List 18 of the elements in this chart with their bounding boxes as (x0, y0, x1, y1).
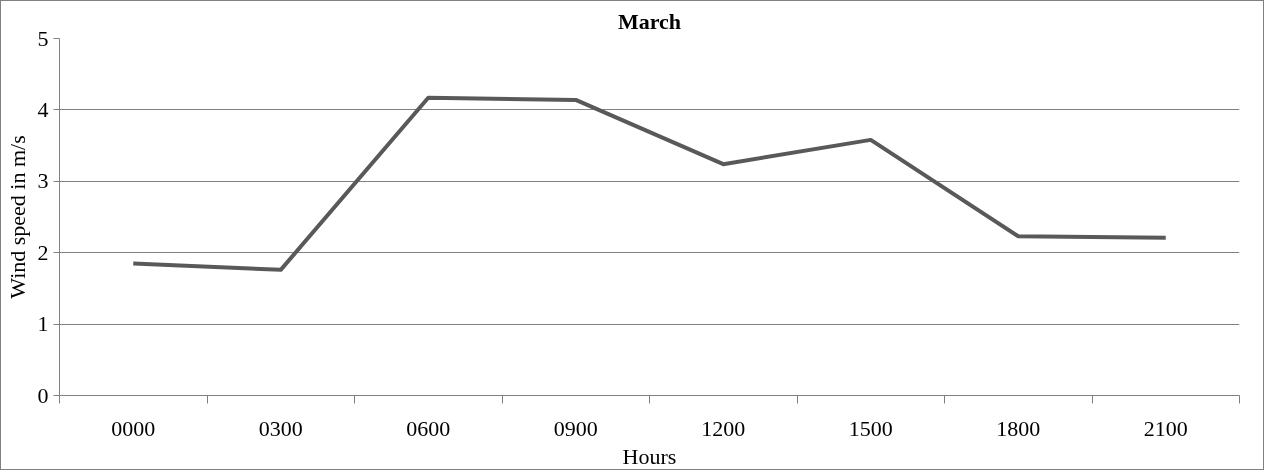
x-tick-label: 2100 (1143, 415, 1188, 441)
y-tick-label: 2 (37, 239, 49, 265)
y-tick-label: 5 (37, 25, 49, 51)
x-tick-label: 0900 (553, 415, 598, 441)
y-tick-label: 0 (37, 382, 49, 408)
y-tick-label: 4 (37, 96, 49, 122)
x-tick-label: 0600 (406, 415, 451, 441)
x-tick-label: 0300 (258, 415, 303, 441)
chart-title: March (617, 8, 682, 34)
x-tick-label: 1800 (996, 415, 1041, 441)
x-tick-label: 1500 (848, 415, 893, 441)
y-tick-label: 1 (37, 311, 49, 337)
y-axis-title: Wind speed in m/s (4, 135, 30, 299)
line-series (131, 95, 1168, 272)
x-tick-label: 1200 (701, 415, 746, 441)
x-tick-label: 0000 (111, 415, 156, 441)
y-tick-label: 3 (37, 168, 49, 194)
x-axis-title: Hours (622, 443, 677, 469)
